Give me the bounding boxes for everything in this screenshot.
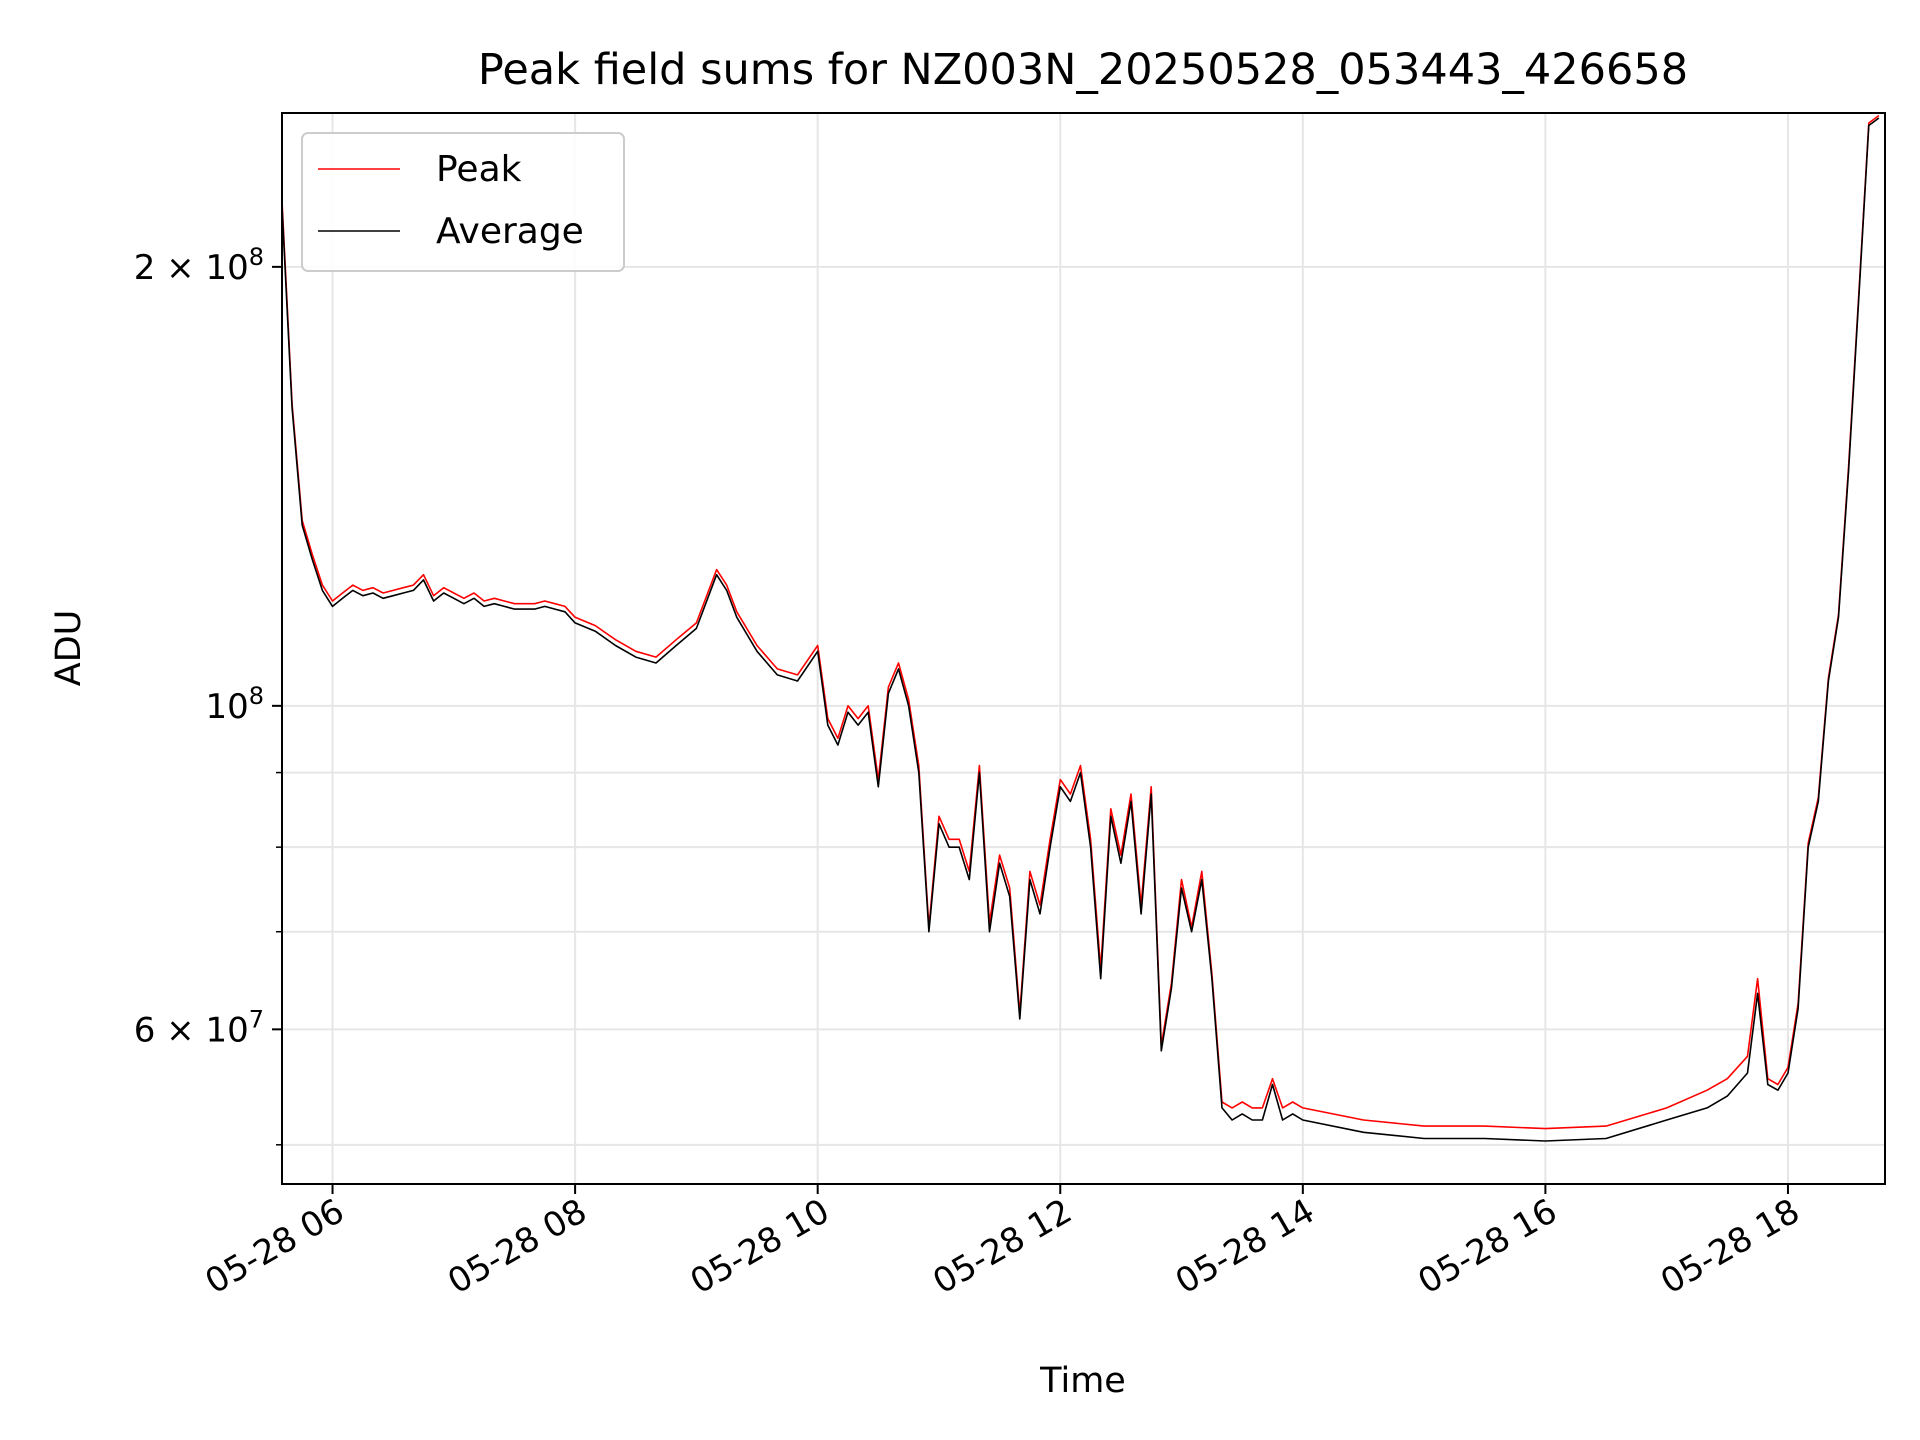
chart-title: Peak field sums for NZ003N_20250528_0534… xyxy=(478,45,1688,95)
average-series-line xyxy=(281,117,1880,1142)
legend-peak-label: Peak xyxy=(436,149,522,190)
y-tick-label: 2 × 108 xyxy=(134,243,264,288)
plot-lines xyxy=(281,114,1880,1142)
plot-frame xyxy=(281,112,1886,1185)
legend-average-label: Average xyxy=(436,211,584,252)
y-axis-title: ADU xyxy=(49,610,89,687)
legend-box xyxy=(301,132,625,272)
legend: Peak Average xyxy=(301,132,625,272)
y-tick-label: 6 × 107 xyxy=(134,1005,264,1050)
y-tick-label: 108 xyxy=(205,682,264,727)
y-axis: 2 × 108 108 6 × 107 xyxy=(134,243,282,1146)
x-axis-title: Time xyxy=(1039,1361,1126,1401)
peak-series-line xyxy=(281,114,1880,1130)
